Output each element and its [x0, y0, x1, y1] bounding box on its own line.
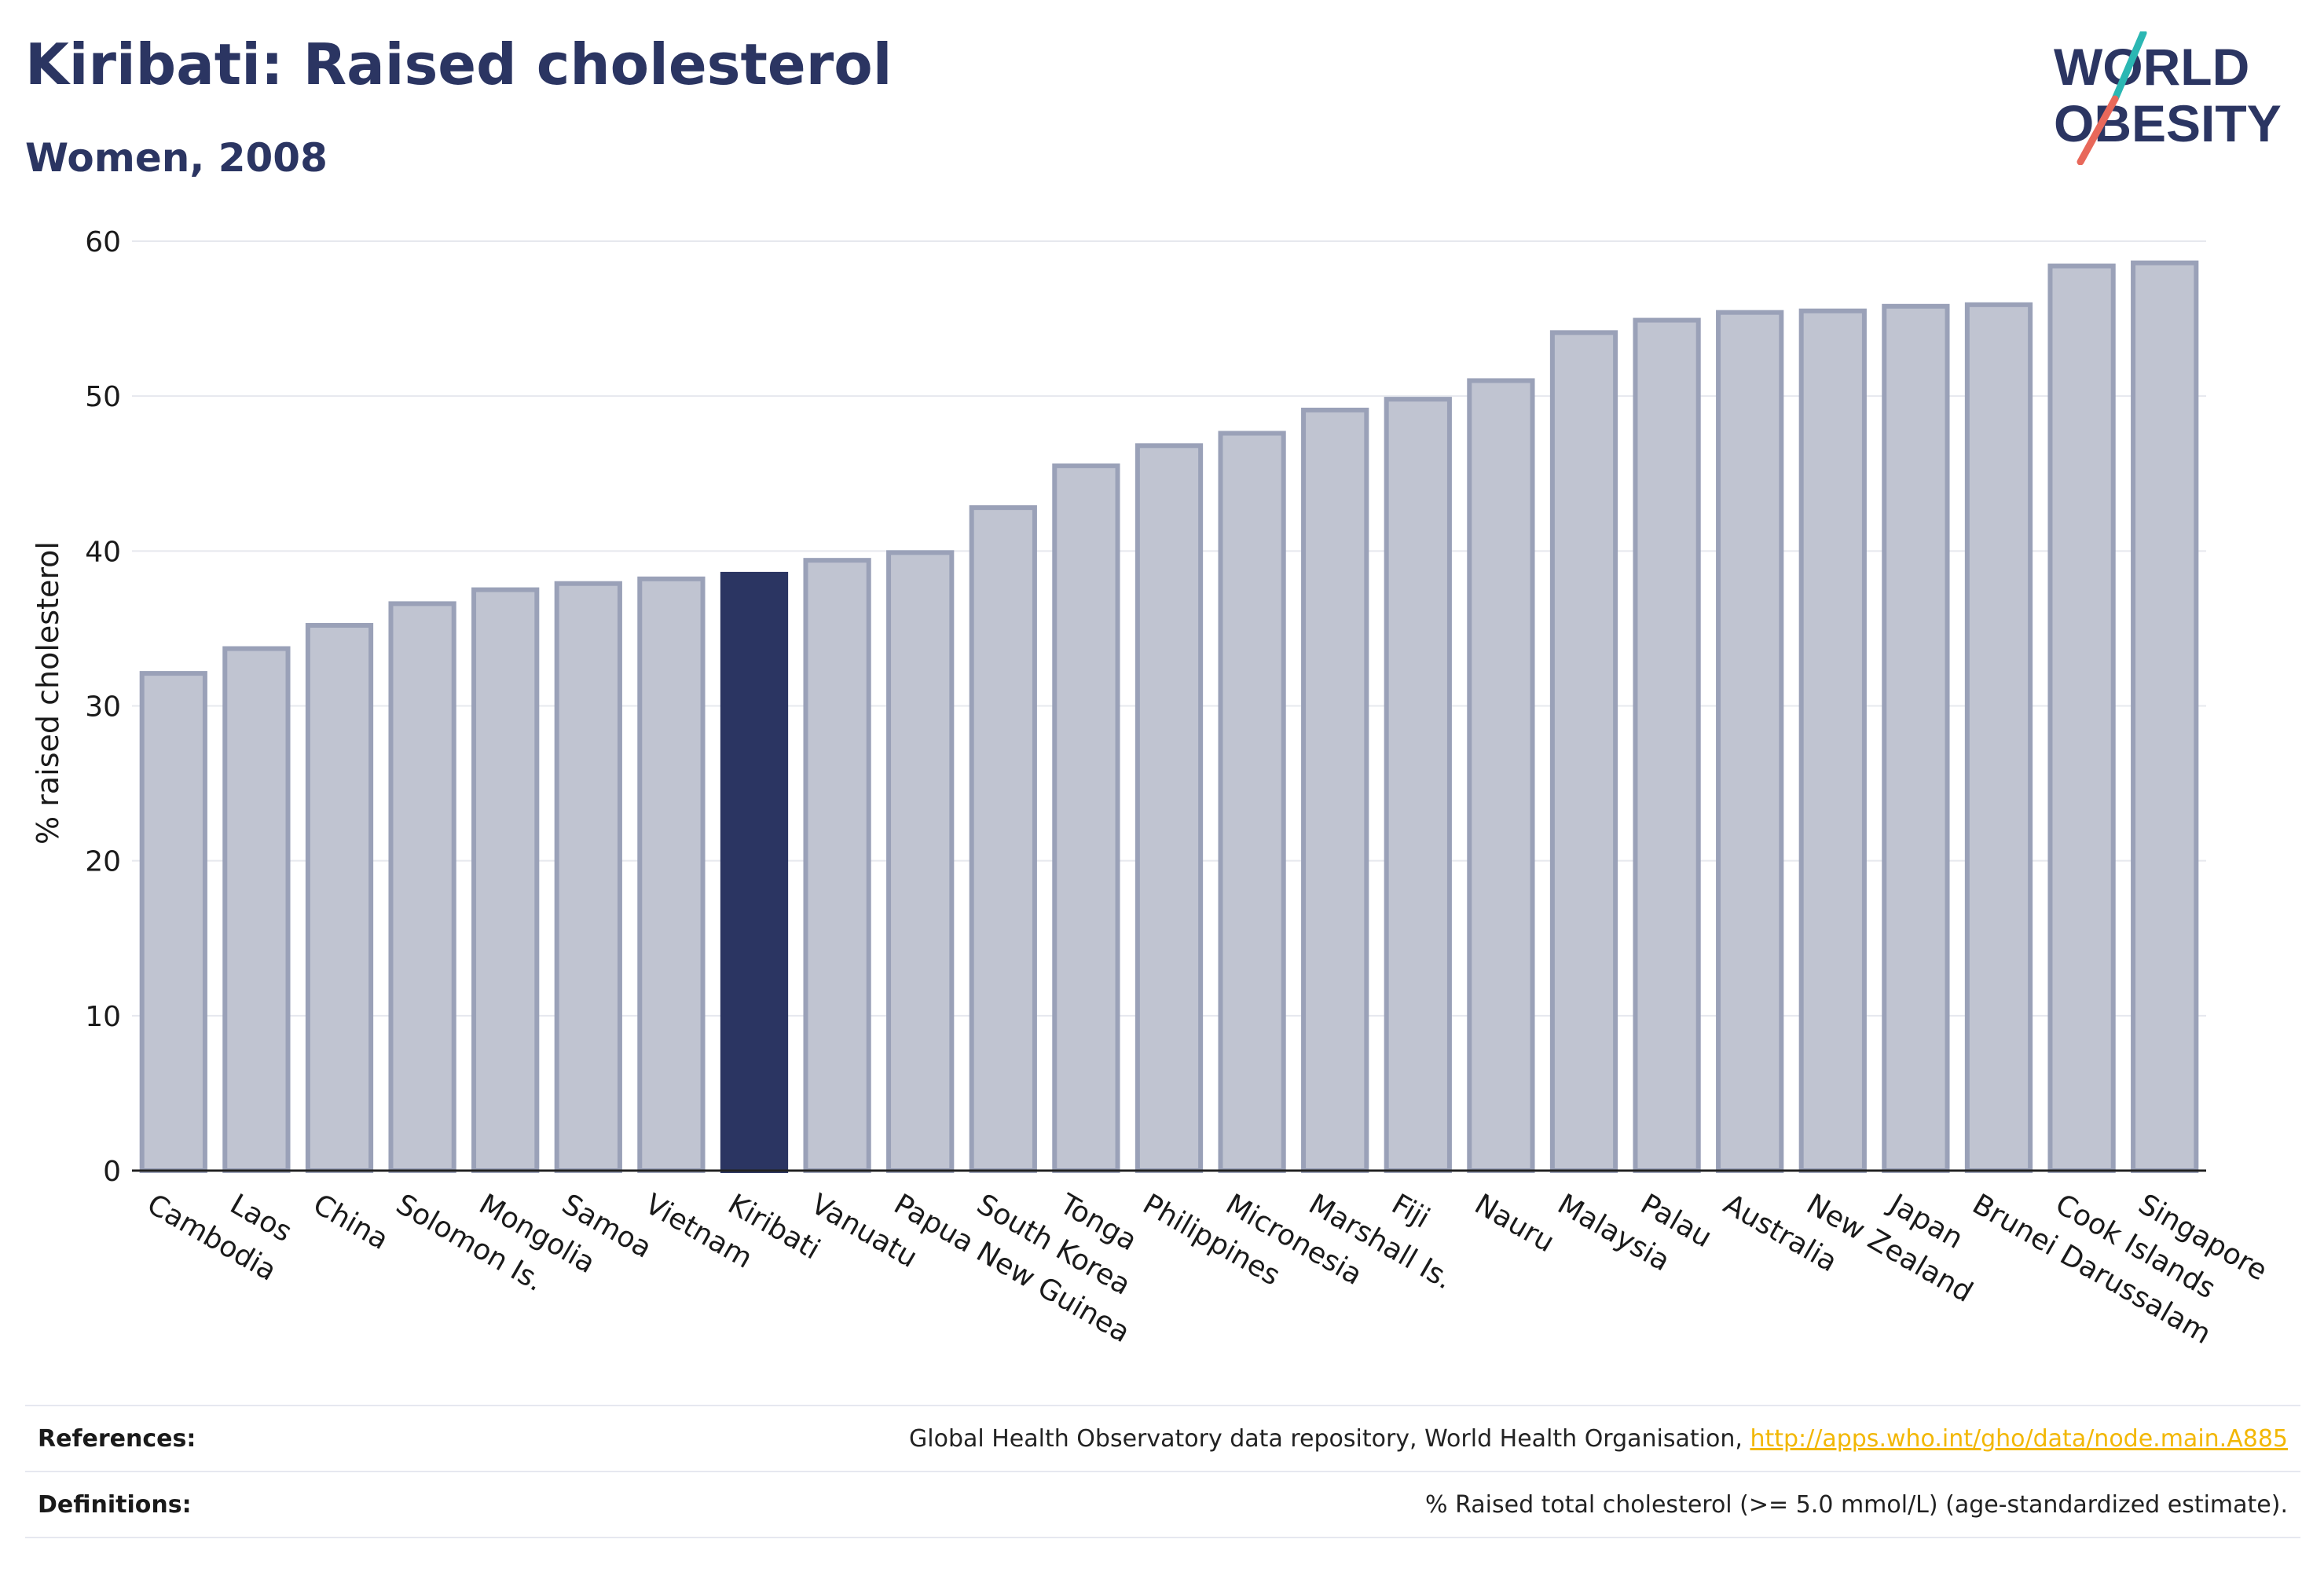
- bar-cambodia: [139, 671, 207, 1173]
- bar-japan: [1882, 303, 1950, 1173]
- bar-vanuatu: [803, 558, 871, 1173]
- references-text: Global Health Observatory data repositor…: [909, 1425, 1750, 1453]
- y-tick-label: 20: [85, 846, 121, 878]
- references-label: References:: [38, 1425, 196, 1453]
- bar-palau: [1633, 317, 1701, 1173]
- bar-china: [305, 622, 374, 1173]
- footer-divider-bottom: [25, 1537, 2300, 1538]
- y-tick-label: 30: [85, 691, 121, 724]
- chart-title: Kiribati: Raised cholesterol: [25, 31, 893, 97]
- bar-samoa: [554, 581, 622, 1173]
- bar-philippines: [1135, 443, 1204, 1173]
- chart-subtitle: Women, 2008: [25, 135, 328, 181]
- bar-vietnam: [637, 576, 706, 1174]
- references-value: Global Health Observatory data repositor…: [909, 1425, 2288, 1453]
- footer-divider-top: [25, 1405, 2300, 1406]
- references-row: References: Global Health Observatory da…: [25, 1408, 2300, 1471]
- bar-papua-new-guinea: [886, 550, 955, 1173]
- y-axis-label: % raised cholesterol: [31, 541, 65, 845]
- bar-fiji: [1384, 397, 1452, 1173]
- bar-singapore: [2131, 260, 2199, 1173]
- bar-micronesia: [1218, 431, 1286, 1173]
- y-tick-label: 50: [85, 381, 121, 413]
- y-tick-label: 0: [103, 1156, 121, 1188]
- x-tick-label: China: [308, 1188, 394, 1256]
- definitions-row: Definitions: % Raised total cholesterol …: [25, 1474, 2300, 1537]
- bar-kiribati: [720, 571, 789, 1173]
- bar-marshall-is: [1301, 407, 1369, 1173]
- bar-cook-islands: [2047, 263, 2116, 1174]
- bar-laos: [222, 646, 291, 1173]
- bar-south-korea: [969, 505, 1037, 1174]
- bar-mongolia: [471, 587, 540, 1173]
- x-tick-label: Fiji: [1386, 1188, 1435, 1235]
- bar-australia: [1716, 310, 1784, 1174]
- bar-tonga: [1052, 463, 1120, 1173]
- bar-layer: [139, 260, 2199, 1174]
- bar-nauru: [1467, 378, 1535, 1173]
- logo-line1: WORLD: [2054, 38, 2249, 96]
- bar-brunei-darussalam: [1964, 302, 2033, 1173]
- definitions-value: % Raised total cholesterol (>= 5.0 mmol/…: [1425, 1491, 2288, 1519]
- y-tick-label: 40: [85, 536, 121, 568]
- footer-divider-mid: [25, 1471, 2300, 1472]
- x-tick-label: Nauru: [1469, 1188, 1560, 1259]
- world-obesity-logo: WORLD OBESITY: [2054, 31, 2282, 165]
- bar-malaysia: [1549, 330, 1618, 1173]
- references-link[interactable]: http://apps.who.int/gho/data/node.main.A…: [1750, 1425, 2288, 1453]
- bar-new-zealand: [1798, 308, 1867, 1174]
- y-tick-label: 10: [85, 1001, 121, 1033]
- bar-solomon-is: [388, 601, 456, 1173]
- y-tick-label: 60: [85, 226, 121, 258]
- definitions-label: Definitions:: [38, 1491, 192, 1519]
